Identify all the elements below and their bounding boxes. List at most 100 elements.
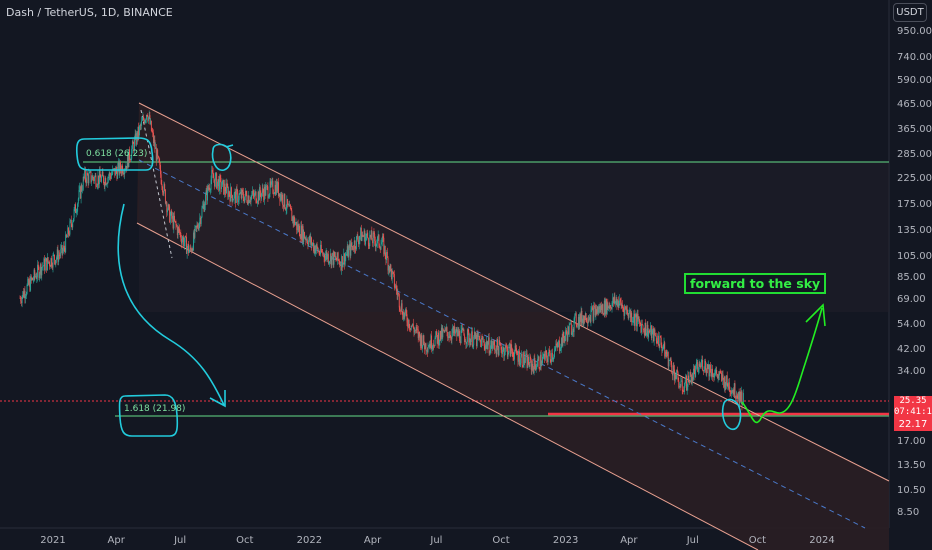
candle-body [269,181,271,195]
candle-body [412,323,414,328]
candle-body [52,254,54,268]
candle-body [721,372,723,382]
candle-body [374,234,376,241]
candle-body [440,327,442,340]
candle-body [555,343,557,349]
candle-body [473,336,475,346]
candle-body [674,374,676,381]
candle-body [521,353,522,357]
candle-body [209,187,211,191]
candle-body [686,386,688,391]
y-tick-label: 105.00 [897,250,932,262]
currency-button[interactable]: USDT [893,3,927,22]
candle-body [634,317,636,326]
last-price-badge: 25.35 07:41:12 [894,396,932,418]
candle-body [189,247,191,251]
candle-body [341,256,343,268]
candle-body [687,375,689,387]
candle-body [304,238,306,239]
candle-body [599,306,601,313]
candle-body [40,264,42,276]
candle-body [518,350,520,362]
candle-body [341,256,343,271]
candle-body [78,190,80,199]
candle-body [89,171,91,172]
candle-body [184,236,186,243]
candle-body [407,322,409,327]
candle-body [347,246,349,258]
candle-body [120,169,122,174]
candle-body [481,337,483,339]
candle-body [138,126,140,136]
candle-body [445,328,447,330]
candle-body [457,329,459,336]
candle-body [351,242,352,247]
candle-body [488,337,489,345]
candle-body [342,262,344,268]
candle-body [667,351,669,367]
y-tick-label: 285.00 [897,148,932,160]
candle-body [728,382,730,392]
candle-body [624,306,626,316]
candle-body [230,187,232,202]
candle-body [388,266,390,273]
candle-body [348,247,350,258]
symbol-title: Dash / TetherUS, 1D, BINANCE [6,6,173,19]
candle-body [628,313,630,318]
candle-body [711,368,713,377]
candle-body [726,375,728,384]
candle-body [261,188,263,194]
candle-body [660,337,662,345]
candle-body [306,239,308,241]
candle-body [323,253,325,258]
candle-body [68,234,70,235]
candle-body [516,348,518,354]
candle-body [228,191,230,198]
candle-body [613,297,614,304]
x-tick-label: Jul [686,535,699,546]
candle-body [396,285,397,291]
candle-body [294,217,296,226]
candle-body [44,258,46,271]
candle-body [210,179,212,190]
candle-body [447,332,449,338]
candle-body [430,335,432,348]
candle-body [432,344,434,349]
candle-body [110,174,112,179]
candle-body [635,314,637,318]
candle-body [390,264,392,269]
candle-body [477,332,479,338]
candle-body [563,337,565,342]
candle-body [659,335,661,348]
candle-body [722,374,724,379]
candle-body [254,193,256,197]
candle-body [282,194,284,205]
candle-body [37,264,39,277]
candle-body [621,304,623,306]
candle-body [249,201,251,203]
candle-body [302,226,304,243]
candle-body [58,254,60,262]
candle-body [39,273,41,279]
candle-body [617,300,619,308]
candle-body [195,225,197,228]
candle-body [472,345,474,347]
candle-body [684,382,686,386]
candle-body [133,143,135,151]
candle-body [282,204,284,207]
candle-body [591,307,593,309]
candle-body [320,244,322,255]
candle-body [480,337,482,348]
candle-body [657,335,659,345]
candle-body [285,207,286,210]
candle-body [701,360,703,363]
candle-body [205,190,207,195]
candle-body [604,300,606,315]
candle-body [483,341,484,342]
candle-body [572,328,574,334]
candle-body [220,177,222,190]
candle-body [688,375,690,383]
candle-body [525,353,527,355]
candle-body [393,274,395,287]
candle-body [541,363,543,366]
